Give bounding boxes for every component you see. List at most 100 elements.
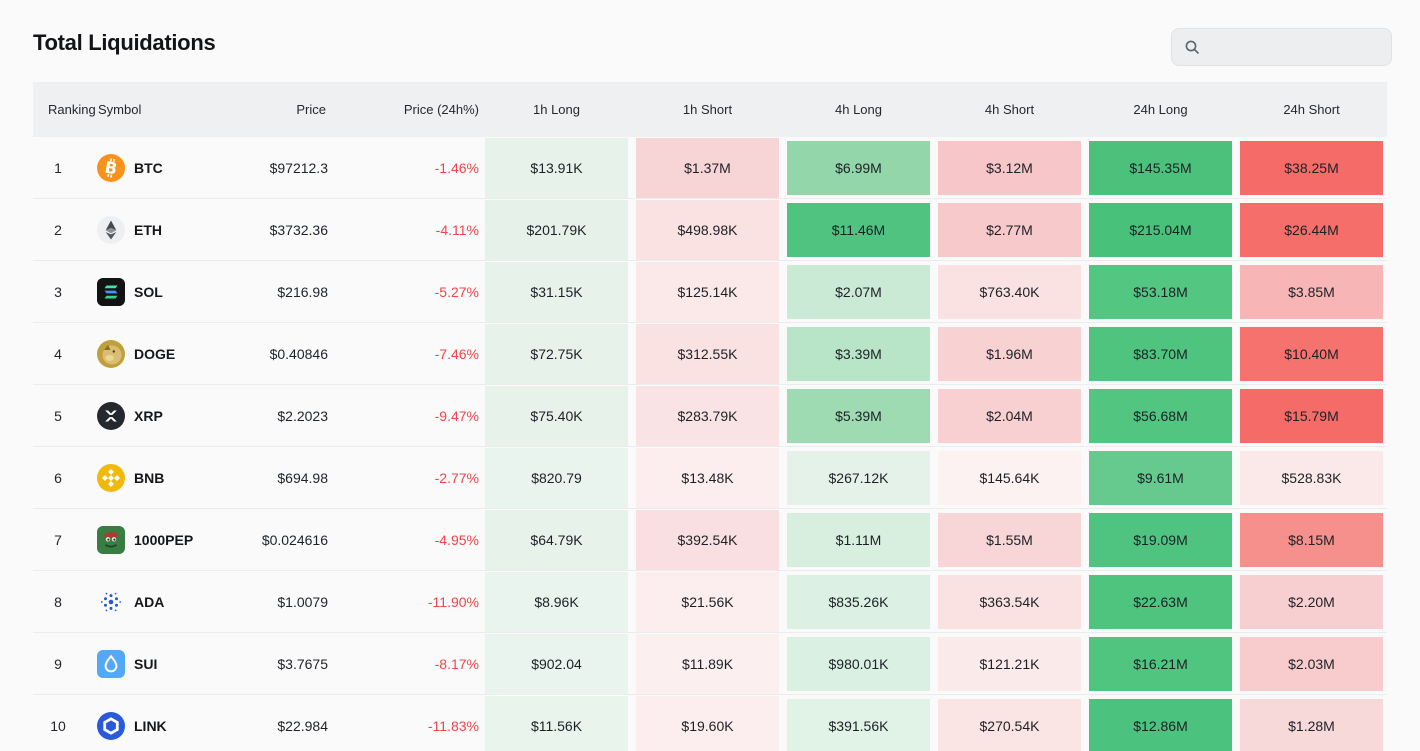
cell-rank: 6 (33, 446, 83, 509)
sui-icon (97, 649, 125, 678)
table-row[interactable]: 3 SOL $216.98 -5.27% $31.15K $125.14K $2.07M $7… (33, 260, 1387, 323)
cell-24h-short: $8.15M (1236, 508, 1387, 571)
symbol-label: SOL (134, 283, 163, 300)
cell-1h-long: $820.79 (481, 446, 632, 509)
cell-1h-short: $498.98K (632, 198, 783, 261)
cell-4h-long: $980.01K (783, 632, 934, 695)
cell-1h-long: $902.04 (481, 632, 632, 695)
cell-1h-long: $8.96K (481, 570, 632, 633)
cell-24h-short: $26.44M (1236, 198, 1387, 261)
cell-1h-short: $11.89K (632, 632, 783, 695)
cell-price: $22.984 (233, 694, 328, 751)
cell-4h-long: $1.11M (783, 508, 934, 571)
symbol-label: XRP (134, 407, 163, 424)
cell-4h-long: $3.39M (783, 322, 934, 385)
liquidations-table: Ranking Symbol Price Price (24h%) 1h Long 1h … (33, 82, 1387, 751)
col-header-price-24h: Price (24h%) (328, 82, 481, 137)
cell-price: $2.2023 (233, 384, 328, 447)
cell-4h-short: $270.54K (934, 694, 1085, 751)
table-row[interactable]: 10 LINK $22.984 -11.83% $11.56K $19.60K $391.5… (33, 694, 1387, 751)
cell-24h-long: $53.18M (1085, 260, 1236, 323)
link-icon (97, 711, 125, 740)
cell-4h-short: $121.21K (934, 632, 1085, 695)
cell-symbol: XRP (83, 384, 233, 447)
ada-icon (97, 588, 125, 616)
cell-4h-long: $5.39M (783, 384, 934, 447)
cell-1h-long: $11.56K (481, 694, 632, 751)
doge-icon (97, 339, 125, 368)
symbol-label: ADA (134, 593, 165, 610)
cell-price-24h-change: -7.46% (328, 322, 481, 385)
search-box (1171, 28, 1392, 66)
cell-1h-long: $75.40K (481, 384, 632, 447)
cell-1h-short: $392.54K (632, 508, 783, 571)
cell-1h-short: $125.14K (632, 260, 783, 323)
cell-24h-long: $9.61M (1085, 446, 1236, 509)
search-input[interactable] (1208, 38, 1379, 56)
cell-price-24h-change: -2.77% (328, 446, 481, 509)
cell-4h-short: $3.12M (934, 137, 1085, 199)
cell-price-24h-change: -9.47% (328, 384, 481, 447)
cell-symbol: B BTC (83, 137, 233, 199)
cell-4h-long: $11.46M (783, 198, 934, 261)
table-row[interactable]: 4 DOGE $0.40846 -7.46% $72.75K $312.55K $3.39M… (33, 322, 1387, 385)
cell-price: $0.024616 (233, 508, 328, 571)
cell-4h-short: $145.64K (934, 446, 1085, 509)
cell-price: $97212.3 (233, 137, 328, 199)
cell-24h-long: $56.68M (1085, 384, 1236, 447)
cell-price-24h-change: -4.11% (328, 198, 481, 261)
cell-price-24h-change: -4.95% (328, 508, 481, 571)
cell-24h-long: $16.21M (1085, 632, 1236, 695)
cell-price: $0.40846 (233, 322, 328, 385)
cell-rank: 9 (33, 632, 83, 695)
cell-symbol: LINK (83, 694, 233, 751)
cell-4h-long: $6.99M (783, 137, 934, 199)
cell-rank: 8 (33, 570, 83, 633)
table-row[interactable]: 5 XRP $2.2023 -9.47% $75.40K $283.79K $5.39M $2… (33, 384, 1387, 447)
table-row[interactable]: 1 B BTC $97212.3 -1.46% $13.91K $1.37M $6.99M $3… (33, 137, 1387, 199)
symbol-label: ETH (134, 221, 162, 238)
cell-24h-long: $145.35M (1085, 137, 1236, 199)
col-header-24h-long: 24h Long (1085, 82, 1236, 137)
cell-4h-long: $2.07M (783, 260, 934, 323)
cell-symbol: 1000PEPE (83, 508, 233, 571)
cell-1h-short: $19.60K (632, 694, 783, 751)
cell-24h-long: $22.63M (1085, 570, 1236, 633)
cell-rank: 7 (33, 508, 83, 571)
cell-24h-short: $2.20M (1236, 570, 1387, 633)
cell-24h-short: $15.79M (1236, 384, 1387, 447)
cell-4h-short: $1.96M (934, 322, 1085, 385)
symbol-label: BTC (134, 159, 163, 176)
cell-symbol: DOGE (83, 322, 233, 385)
cell-price: $1.0079 (233, 570, 328, 633)
table-row[interactable]: 8 ADA $1.0079 -11.90% $8.96K $21.56K $835.26K $… (33, 570, 1387, 633)
cell-price: $216.98 (233, 260, 328, 323)
table-row[interactable]: 9 SUI $3.7675 -8.17% $902.04 $11.89K $980.01K $… (33, 632, 1387, 695)
cell-price: $694.98 (233, 446, 328, 509)
cell-rank: 3 (33, 260, 83, 323)
cell-4h-long: $391.56K (783, 694, 934, 751)
table-row[interactable]: 6 BNB $694.98 -2.77% $820.79 $13.48K $267.12K $… (33, 446, 1387, 509)
cell-symbol: SOL (83, 260, 233, 323)
cell-1h-short: $13.48K (632, 446, 783, 509)
table-row[interactable]: 2 ETH $3732.36 -4.11% $201.79K $498.98K $11.46… (33, 198, 1387, 261)
cell-24h-short: $10.40M (1236, 322, 1387, 385)
col-header-24h-short: 24h Short (1236, 82, 1387, 137)
cell-24h-short: $2.03M (1236, 632, 1387, 695)
symbol-label: SUI (134, 655, 158, 672)
col-header-1h-short: 1h Short (632, 82, 783, 137)
page-title: Total Liquidations (33, 30, 216, 55)
cell-1h-short: $1.37M (632, 137, 783, 199)
search-icon (1185, 40, 1199, 54)
page-header: Total Liquidations (0, 0, 1420, 66)
cell-1h-long: $72.75K (481, 322, 632, 385)
cell-symbol: ETH (83, 198, 233, 261)
cell-price-24h-change: -1.46% (328, 137, 481, 199)
cell-1h-short: $312.55K (632, 322, 783, 385)
cell-24h-long: $215.04M (1085, 198, 1236, 261)
table-row[interactable]: 71000PEPE$0.024616-4.95%$64.79K$392.54K$… (33, 508, 1387, 571)
cell-rank: 1 (33, 137, 83, 199)
col-header-ranking: Ranking (33, 82, 96, 137)
pepe-icon (97, 525, 125, 554)
cell-4h-long: $267.12K (783, 446, 934, 509)
